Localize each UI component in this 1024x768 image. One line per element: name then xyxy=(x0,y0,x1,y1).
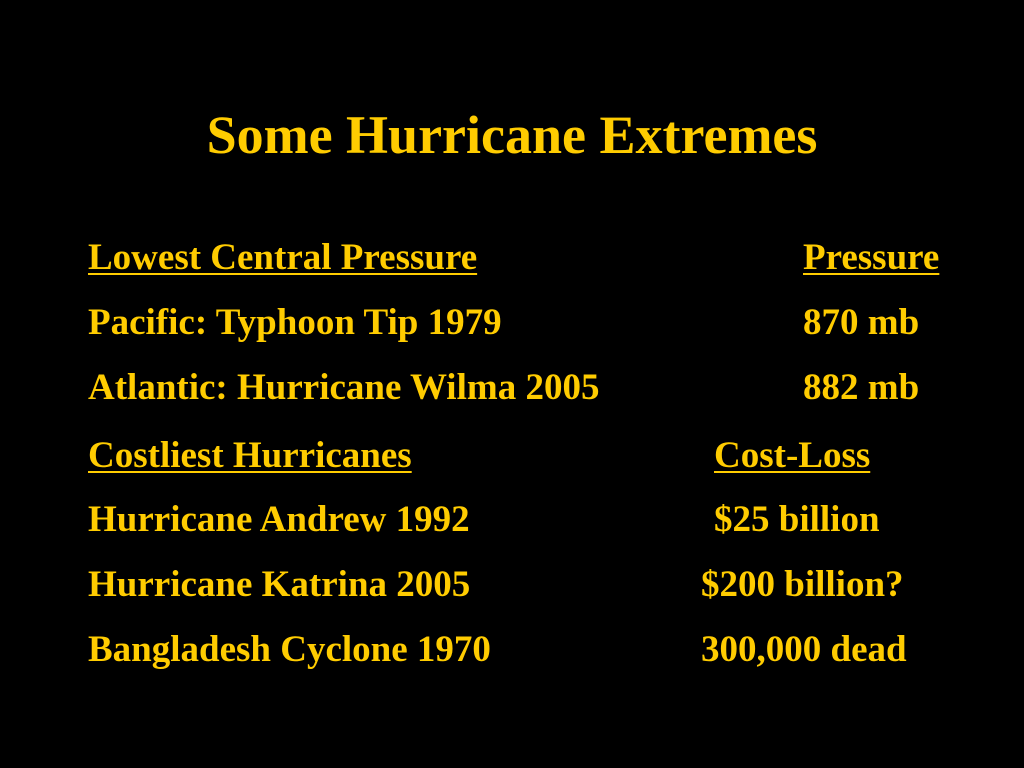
column-header: Cost-Loss xyxy=(714,435,871,476)
row-label: Bangladesh Cyclone 1970 xyxy=(88,629,491,670)
column-header: Pressure xyxy=(803,237,940,278)
row-value: 870 mb xyxy=(803,302,920,343)
row-label: Hurricane Andrew 1992 xyxy=(88,499,470,540)
row-label: Hurricane Katrina 2005 xyxy=(88,564,471,605)
slide-title: Some Hurricane Extremes xyxy=(206,105,818,165)
row-label: Pacific: Typhoon Tip 1979 xyxy=(88,302,502,343)
row-value: $25 billion xyxy=(714,499,880,540)
section-header: Costliest Hurricanes xyxy=(88,435,412,476)
section-header: Lowest Central Pressure xyxy=(88,237,478,278)
row-value: 882 mb xyxy=(803,367,920,408)
row-label: Atlantic: Hurricane Wilma 2005 xyxy=(88,367,600,408)
row-value: 300,000 dead xyxy=(701,629,907,670)
row-value: $200 billion? xyxy=(701,564,904,605)
